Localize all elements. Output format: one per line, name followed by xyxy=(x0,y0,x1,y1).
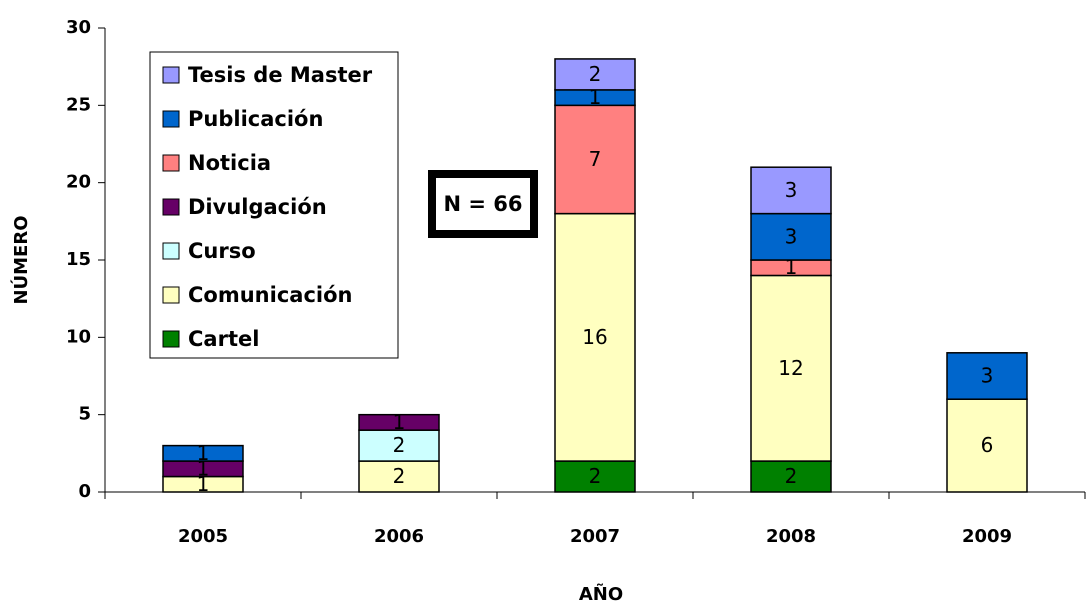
y-tick-label: 5 xyxy=(78,404,91,425)
data-label: 3 xyxy=(981,364,994,388)
legend-label: Divulgación xyxy=(188,195,327,219)
legend-swatch xyxy=(162,110,180,128)
legend-label: Comunicación xyxy=(188,283,352,307)
x-tick-label: 2005 xyxy=(178,526,228,547)
legend-swatch xyxy=(162,286,180,304)
legend-swatch xyxy=(162,154,180,172)
y-tick-label: 25 xyxy=(66,94,91,115)
bar-segment xyxy=(946,352,1028,400)
data-label: 2 xyxy=(589,464,602,488)
y-tick-label: 15 xyxy=(66,249,91,270)
x-tick-label: 2009 xyxy=(962,526,1012,547)
bar-segment xyxy=(554,58,636,91)
legend-swatch xyxy=(162,242,180,260)
data-label: 7 xyxy=(589,147,602,171)
bar-segment xyxy=(750,274,832,462)
bar-segment xyxy=(358,413,440,431)
data-label: 3 xyxy=(785,224,798,248)
data-label: 1 xyxy=(197,441,210,465)
x-tick-label: 2006 xyxy=(374,526,424,547)
bar-segment xyxy=(554,460,636,493)
data-label: 2 xyxy=(785,464,798,488)
legend-label: Tesis de Master xyxy=(188,63,373,87)
bar-segment xyxy=(358,429,440,462)
bar-segment xyxy=(358,460,440,493)
data-label: 12 xyxy=(778,356,803,380)
y-tick-label: 30 xyxy=(66,17,91,38)
legend-box xyxy=(149,51,399,359)
data-label: 16 xyxy=(582,325,607,349)
bar-segment xyxy=(750,166,832,215)
data-label: 3 xyxy=(785,178,798,202)
annotation-box xyxy=(428,170,538,238)
legend-swatch xyxy=(162,198,180,216)
data-label: 2 xyxy=(589,62,602,86)
legend-swatch xyxy=(162,66,180,84)
y-tick-label: 0 xyxy=(78,481,91,502)
bar-segment xyxy=(554,104,636,215)
bar-segment xyxy=(946,398,1028,493)
data-label: 1 xyxy=(589,85,602,109)
legend-swatch xyxy=(162,330,180,348)
data-label: 1 xyxy=(785,255,798,279)
legend-label: Publicación xyxy=(188,107,323,131)
y-tick-label: 10 xyxy=(66,326,91,347)
data-label: 2 xyxy=(393,464,406,488)
legend-label: Curso xyxy=(188,239,256,263)
x-axis-title: AÑO xyxy=(579,582,623,605)
bar-segment xyxy=(750,212,832,261)
bar-segment xyxy=(162,444,244,462)
data-label: 2 xyxy=(393,433,406,457)
data-label: 1 xyxy=(197,472,210,496)
y-tick-label: 20 xyxy=(66,172,91,193)
data-label: 1 xyxy=(393,410,406,434)
bar-segment xyxy=(554,212,636,462)
legend-label: Noticia xyxy=(188,151,271,175)
x-tick-label: 2008 xyxy=(766,526,816,547)
legend-label: Cartel xyxy=(188,327,259,351)
x-tick-label: 2007 xyxy=(570,526,620,547)
data-label: 6 xyxy=(981,433,994,457)
annotation: N = 66 xyxy=(443,192,522,216)
data-label: 1 xyxy=(197,456,210,480)
y-axis-title: NÚMERO xyxy=(10,215,32,304)
